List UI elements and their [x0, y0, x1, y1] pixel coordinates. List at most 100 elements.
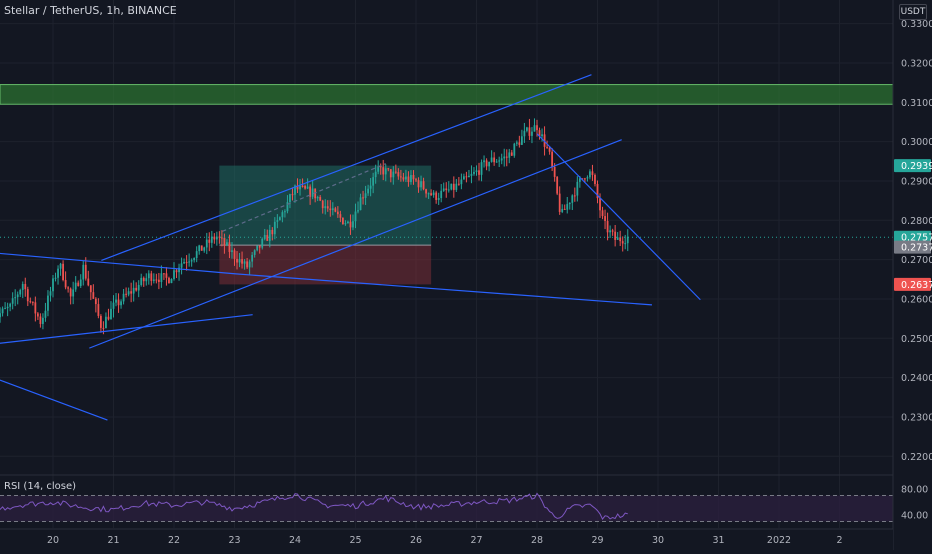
- candle-body: [170, 279, 173, 284]
- candle-body: [475, 170, 478, 172]
- candle-body: [616, 237, 619, 240]
- candle-body: [566, 204, 569, 210]
- long-position-tool[interactable]: [219, 165, 432, 285]
- price-tick-label: 0.2400: [901, 373, 932, 384]
- candle-body: [14, 297, 17, 299]
- candle-body: [399, 176, 402, 178]
- candle-body: [160, 273, 163, 282]
- candle-body: [273, 221, 276, 235]
- candle-body: [105, 316, 107, 329]
- candle-body: [437, 198, 440, 200]
- candle-body: [488, 161, 491, 167]
- candle-body: [468, 175, 470, 178]
- candle-body: [394, 171, 397, 173]
- price-tick-label: 0.3100: [901, 98, 932, 109]
- candle-body: [573, 195, 576, 197]
- resistance-zone-rect: [0, 84, 894, 105]
- rsi-legend[interactable]: RSI (14, close): [4, 481, 77, 492]
- candle-body: [195, 251, 198, 259]
- candle-body: [132, 287, 135, 294]
- time-tick-label: 24: [289, 535, 301, 546]
- candle-body: [180, 263, 183, 268]
- candle-body: [203, 247, 206, 251]
- candle-body: [246, 261, 249, 268]
- candle-body: [271, 229, 274, 235]
- price-label-entry: 0.2737: [901, 243, 932, 254]
- candle-body: [251, 254, 254, 262]
- candle-body: [576, 181, 579, 196]
- time-tick-label: 22: [168, 535, 180, 546]
- candle-body: [478, 170, 480, 175]
- candle-body: [389, 169, 392, 178]
- candle-body: [4, 308, 7, 310]
- candle-body: [531, 131, 533, 136]
- price-label-bg: [894, 240, 931, 254]
- candle-body: [367, 188, 370, 194]
- candle-body: [447, 189, 450, 191]
- candle-body: [440, 190, 443, 199]
- candle-body: [344, 223, 347, 225]
- candle-body: [125, 293, 128, 295]
- candle-body: [422, 181, 425, 190]
- candle-body: [62, 263, 64, 281]
- resistance-zone: [0, 84, 894, 105]
- candle-body: [31, 301, 34, 303]
- candle-body: [311, 188, 314, 197]
- candle-body: [619, 237, 622, 242]
- time-axis-bg: [0, 529, 893, 550]
- candle-body: [465, 176, 468, 178]
- candle-body: [609, 230, 612, 233]
- trendline: [0, 379, 108, 421]
- candle-body: [515, 142, 518, 144]
- candle-body: [462, 176, 465, 180]
- candle-body: [316, 197, 319, 199]
- price-tick-label: 0.2600: [901, 294, 932, 305]
- candle-body: [200, 245, 203, 251]
- candle-body: [359, 197, 362, 211]
- candle-body: [213, 236, 216, 240]
- candle-body: [405, 176, 407, 180]
- time-tick-label: 25: [349, 535, 361, 546]
- candle-body: [473, 171, 475, 174]
- candle-body: [241, 259, 243, 264]
- candle-body: [0, 313, 1, 318]
- grid: [0, 0, 893, 528]
- candle-body: [357, 210, 359, 212]
- candle-body: [331, 208, 334, 211]
- candle-body: [528, 127, 531, 136]
- candle-body: [29, 301, 32, 303]
- candle-body: [614, 231, 617, 240]
- stop-zone: [219, 245, 432, 285]
- time-axis[interactable]: 20 21 22 23 24 25 26 27 28 29 30 31 2022 2: [0, 528, 893, 550]
- candle-body: [604, 216, 606, 221]
- candle-body: [190, 260, 193, 262]
- candle-body: [147, 273, 150, 279]
- rsi-band: [0, 495, 893, 522]
- candle-body: [110, 308, 112, 320]
- price-tick-label: 0.2500: [901, 334, 932, 345]
- trendline: [0, 314, 253, 344]
- symbol-legend[interactable]: Stellar / TetherUS, 1h, BINANCE: [4, 4, 177, 17]
- candle-body: [137, 284, 140, 291]
- candle-body: [306, 186, 309, 189]
- candle-body: [112, 302, 115, 309]
- price-label-bg: [894, 159, 931, 173]
- trendlines[interactable]: [0, 74, 701, 421]
- candle-body: [188, 261, 191, 263]
- candle-body: [415, 179, 417, 181]
- time-tick-label: 30: [652, 535, 664, 546]
- candle-body: [296, 185, 299, 190]
- price-axis[interactable]: 0.3300 0.3200 0.3100 0.3000 0.2900 0.2800 0.27…: [892, 0, 932, 550]
- time-tick-label: 23: [228, 535, 240, 546]
- candle-body: [352, 221, 354, 228]
- candle-body: [64, 280, 67, 288]
- candle-body: [233, 250, 236, 259]
- currency-button[interactable]: USDT: [899, 4, 927, 20]
- candle-body: [135, 287, 138, 291]
- rsi-pane: [0, 492, 893, 522]
- candle-body: [624, 243, 627, 245]
- candle-body: [591, 171, 594, 175]
- candle-body: [407, 176, 410, 183]
